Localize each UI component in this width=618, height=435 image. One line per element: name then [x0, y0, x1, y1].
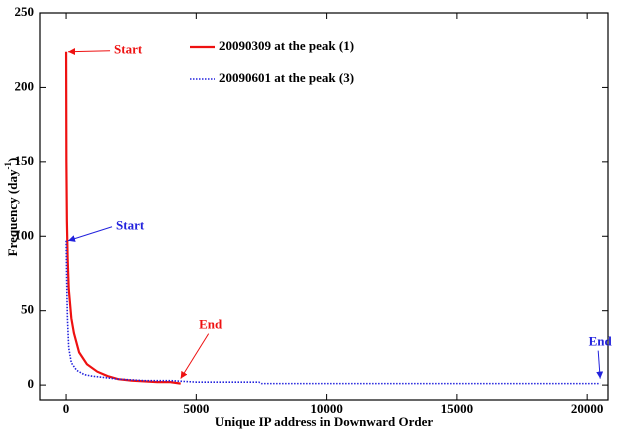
- y-tick-label: 0: [28, 376, 35, 391]
- y-tick-label: 150: [15, 153, 35, 168]
- y-tick-label: 100: [15, 227, 35, 242]
- y-label-tail: ): [5, 158, 20, 162]
- series-line: [65, 240, 601, 385]
- x-tick-label: 10000: [310, 401, 343, 416]
- annotation-arrow: [67, 226, 113, 242]
- plot-frame: [39, 12, 609, 401]
- annotation: Start: [116, 218, 145, 233]
- annotation-arrow: [596, 350, 604, 379]
- x-tick-label: 20000: [571, 401, 604, 416]
- x-tick-label: 0: [63, 401, 70, 416]
- legend-label: 20090601 at the peak (3): [219, 70, 354, 85]
- annotation: End: [589, 334, 613, 349]
- x-tick-label: 15000: [441, 401, 474, 416]
- annotation: Start: [114, 42, 143, 57]
- y-axis-label: Frequency (day-1): [3, 158, 20, 257]
- x-tick-label: 5000: [183, 401, 209, 416]
- series-line: [64, 51, 181, 385]
- legend-label: 20090309 at the peak (1): [219, 38, 354, 53]
- y-tick-label: 50: [21, 302, 34, 317]
- annotation: End: [199, 317, 223, 332]
- y-label-sup: -1: [3, 162, 13, 170]
- annotation-arrow: [180, 333, 210, 379]
- y-label-main: Frequency (day: [5, 169, 20, 256]
- annotation-arrow: [68, 48, 111, 56]
- x-axis-label: Unique IP address in Downward Order: [215, 414, 433, 429]
- y-tick-label: 250: [15, 4, 35, 19]
- y-tick-label: 200: [15, 78, 35, 93]
